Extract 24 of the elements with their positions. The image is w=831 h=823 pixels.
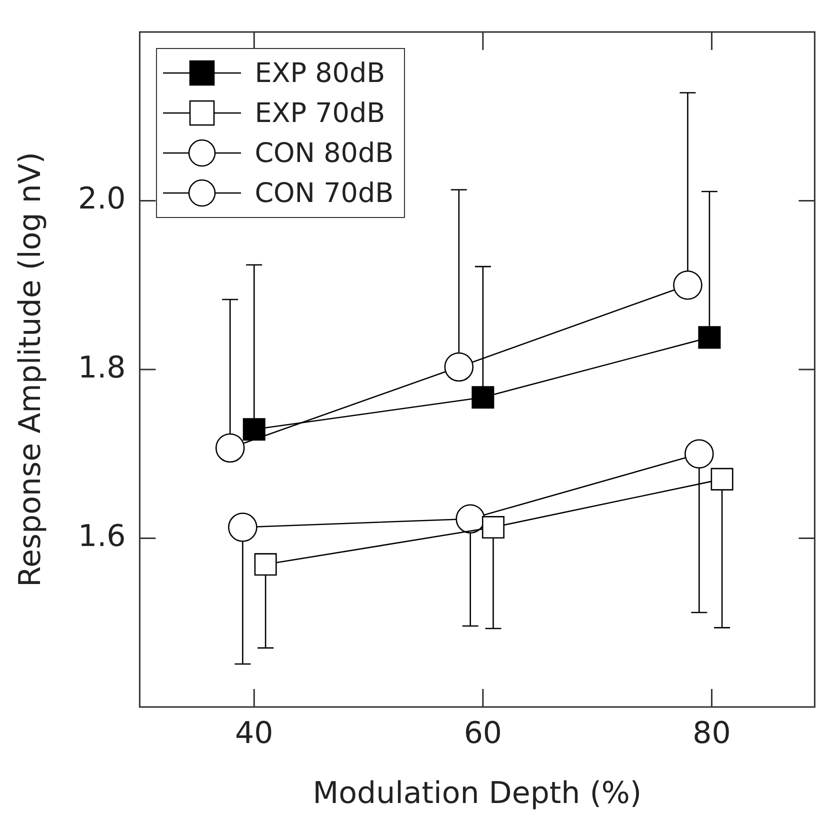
point (456, 504, 485, 534)
point (698, 326, 721, 349)
point (228, 512, 258, 542)
point (472, 386, 494, 409)
point (444, 352, 474, 382)
x-axis-title: Modulation Depth (%) (312, 776, 642, 811)
x-tick-label: 80 (692, 716, 731, 751)
legend-label: CON 80dB (254, 138, 394, 168)
point (242, 418, 266, 441)
point (254, 553, 277, 576)
y-tick-label: 2.0 (78, 182, 126, 217)
x-tick-label: 60 (464, 716, 502, 751)
y-tick-label: 1.6 (78, 519, 126, 554)
legend-label: CON 70dB (254, 178, 394, 208)
point (482, 516, 504, 539)
x-tick-label: 40 (235, 716, 274, 751)
point (710, 468, 734, 490)
y-axis-title: Response Amplitude (log nV) (12, 152, 48, 588)
point (215, 433, 245, 463)
legend-label: EXP 70dB (254, 98, 386, 128)
point (673, 270, 702, 300)
point (684, 439, 714, 469)
y-tick-label: 1.8 (78, 350, 126, 386)
legend-label: EXP 80dB (254, 58, 386, 88)
